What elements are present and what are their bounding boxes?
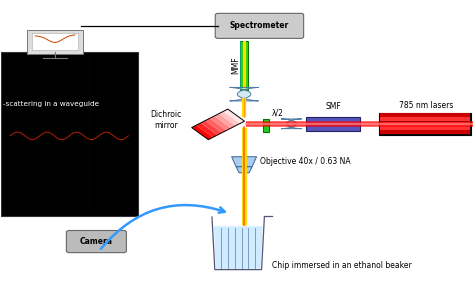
FancyBboxPatch shape — [66, 231, 127, 253]
Polygon shape — [219, 111, 240, 126]
FancyBboxPatch shape — [264, 119, 269, 132]
Polygon shape — [210, 116, 231, 130]
Polygon shape — [196, 123, 218, 137]
Polygon shape — [223, 109, 245, 123]
Text: SMF: SMF — [325, 102, 341, 112]
Polygon shape — [236, 167, 252, 173]
Text: λ/2: λ/2 — [272, 108, 284, 117]
FancyBboxPatch shape — [380, 113, 470, 117]
Text: Camera: Camera — [80, 237, 113, 246]
FancyBboxPatch shape — [32, 33, 78, 51]
Polygon shape — [232, 157, 256, 167]
Text: 785 nm lasers: 785 nm lasers — [399, 101, 453, 110]
Polygon shape — [201, 121, 222, 135]
Polygon shape — [214, 114, 236, 128]
Text: MMF: MMF — [231, 57, 240, 74]
FancyBboxPatch shape — [0, 53, 138, 216]
FancyBboxPatch shape — [380, 126, 470, 130]
Text: Chip immersed in an ethanol beaker: Chip immersed in an ethanol beaker — [273, 261, 412, 270]
Polygon shape — [214, 226, 263, 269]
Text: -scattering in a waveguide: -scattering in a waveguide — [3, 101, 99, 107]
FancyBboxPatch shape — [306, 116, 360, 131]
FancyBboxPatch shape — [380, 130, 470, 134]
FancyBboxPatch shape — [215, 13, 304, 38]
FancyBboxPatch shape — [240, 41, 241, 90]
FancyBboxPatch shape — [380, 122, 470, 126]
Polygon shape — [191, 125, 213, 140]
Text: Spectrometer: Spectrometer — [230, 21, 289, 30]
FancyBboxPatch shape — [380, 117, 470, 121]
FancyBboxPatch shape — [240, 41, 248, 90]
Text: Objective 40x / 0.63 NA: Objective 40x / 0.63 NA — [260, 157, 350, 166]
Polygon shape — [281, 119, 302, 129]
FancyBboxPatch shape — [306, 122, 360, 125]
FancyBboxPatch shape — [243, 41, 246, 90]
FancyBboxPatch shape — [27, 30, 83, 54]
FancyBboxPatch shape — [379, 113, 471, 135]
Polygon shape — [205, 118, 227, 133]
Polygon shape — [229, 87, 258, 101]
Text: Dichroic
mirror: Dichroic mirror — [150, 110, 182, 130]
